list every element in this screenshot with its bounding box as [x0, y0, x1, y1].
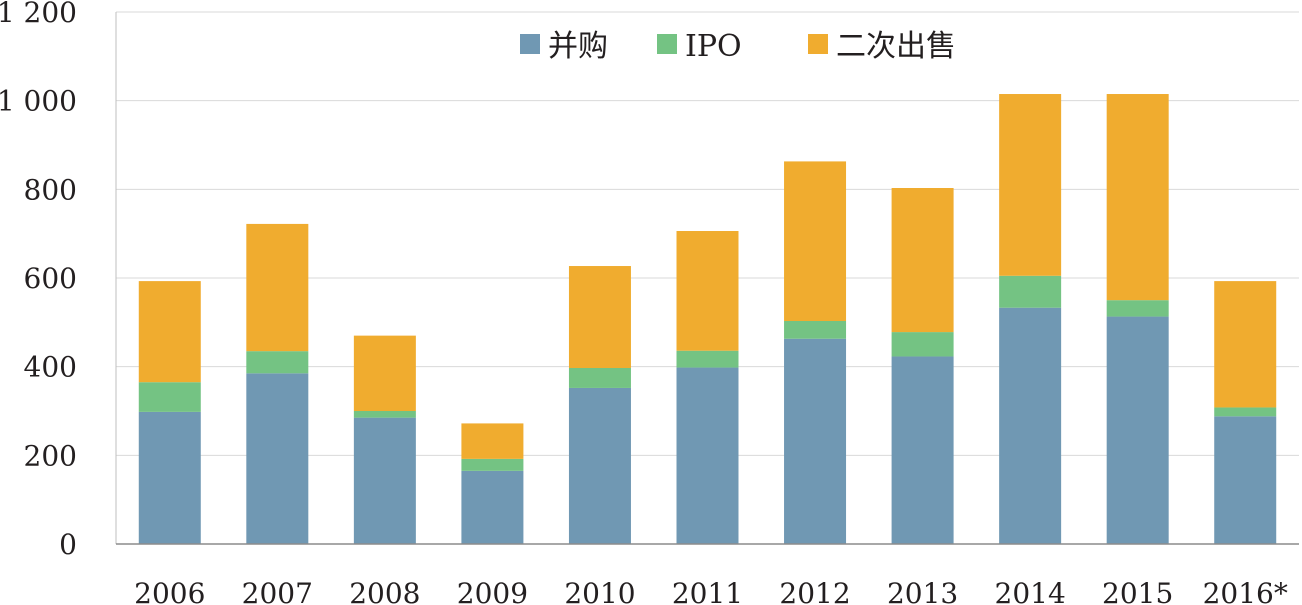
bar-segment	[784, 321, 847, 339]
bar-segment	[353, 335, 416, 411]
bar-segment	[1214, 281, 1277, 408]
bar-segment	[353, 411, 416, 418]
bar-segment	[138, 411, 201, 544]
bar-segment	[891, 332, 954, 357]
x-tick-label: 2010	[564, 577, 635, 605]
x-tick-label: 2014	[995, 577, 1066, 605]
y-tick-label: 600	[24, 262, 77, 295]
bar-segment	[784, 161, 847, 322]
bar-segment	[1214, 407, 1277, 417]
x-tick-label: 2013	[887, 577, 958, 605]
bar-segment	[676, 350, 739, 368]
bar-segment	[138, 382, 201, 412]
legend-swatch	[808, 34, 828, 54]
bar-segment	[1214, 416, 1277, 544]
x-tick-label: 2011	[672, 577, 743, 605]
bars	[138, 94, 1277, 544]
legend-label: 并购	[548, 29, 608, 64]
legend-label: 二次出售	[836, 29, 956, 64]
bar-segment	[676, 231, 739, 351]
bar-segment	[461, 423, 524, 459]
bar-segment	[999, 307, 1062, 544]
bar-segment	[246, 223, 309, 352]
x-tick-label: 2008	[349, 577, 420, 605]
bar-segment	[246, 373, 309, 544]
bar-segment	[1106, 300, 1169, 317]
bar-segment	[461, 458, 524, 471]
x-tick-label: 2006	[134, 577, 205, 605]
x-tick-label: 2007	[242, 577, 313, 605]
bar-segment	[891, 188, 954, 333]
y-tick-label: 800	[24, 173, 77, 206]
y-tick-label: 1 000	[0, 85, 77, 118]
x-tick-label: 2009	[457, 577, 528, 605]
bar-segment	[676, 367, 739, 544]
bar-segment	[999, 275, 1062, 308]
bar-segment	[568, 387, 631, 544]
legend-label: IPO	[685, 29, 742, 64]
bar-segment	[353, 417, 416, 544]
bar-segment	[461, 470, 524, 544]
y-tick-label: 1 200	[0, 0, 77, 29]
bar-segment	[784, 338, 847, 544]
bar-segment	[138, 281, 201, 383]
bar-segment	[1106, 94, 1169, 301]
y-tick-label: 400	[24, 351, 77, 384]
bar-segment	[246, 351, 309, 374]
bar-segment	[891, 356, 954, 544]
bar-segment	[1106, 316, 1169, 544]
x-tick-label: 2016*	[1203, 577, 1288, 605]
legend-swatch	[520, 34, 540, 54]
y-tick-label: 200	[24, 439, 77, 472]
legend-swatch	[657, 34, 677, 54]
x-tick-label: 2012	[779, 577, 850, 605]
bar-segment	[568, 367, 631, 388]
y-tick-label: 0	[59, 528, 77, 561]
legend: 并购 IPO 二次出售	[520, 29, 956, 64]
bar-segment	[999, 94, 1062, 276]
x-tick-label: 2015	[1102, 577, 1173, 605]
bar-segment	[568, 266, 631, 368]
